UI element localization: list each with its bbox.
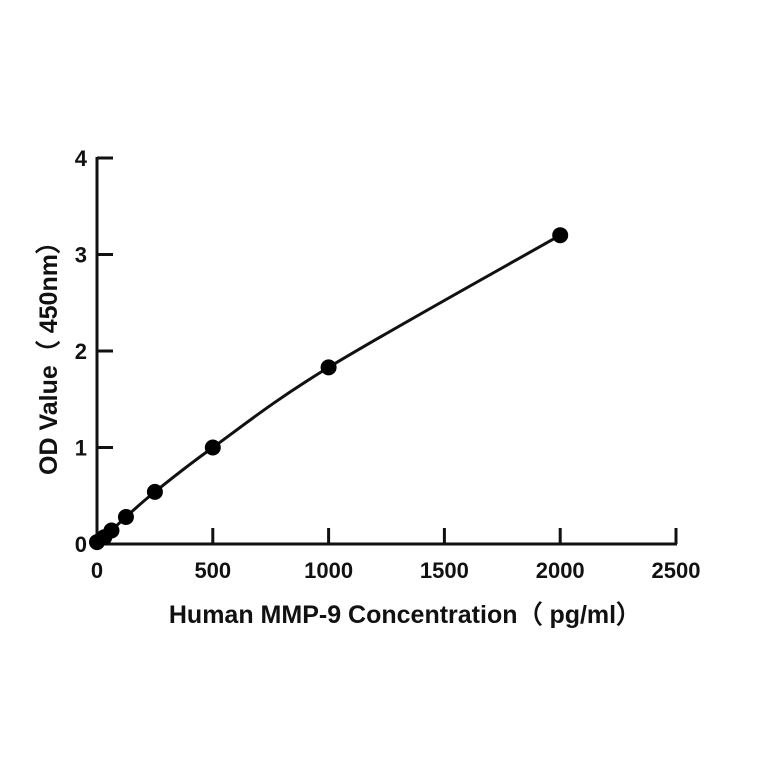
data-point	[117, 508, 134, 525]
x-tick-label: 1500	[420, 558, 469, 583]
data-point	[146, 483, 163, 500]
y-axis-title: OD Value（ 450nm）	[34, 229, 63, 475]
x-tick-label: 2500	[652, 558, 701, 583]
y-tick-label: 0	[75, 532, 87, 557]
data-markers	[89, 227, 569, 551]
fitted-curve	[96, 233, 561, 544]
x-tick-label: 2000	[536, 558, 585, 583]
data-point	[204, 439, 221, 456]
x-tick-label: 0	[91, 558, 103, 583]
x-axis-ticks: 0 500 1000 1500 2000 2500	[91, 528, 701, 583]
x-tick-label: 1000	[304, 558, 353, 583]
y-tick-label: 3	[75, 243, 87, 268]
y-tick-label: 4	[75, 146, 88, 171]
y-tick-label: 1	[75, 436, 87, 461]
x-axis-title: Human MMP-9 Concentration（ pg/ml）	[169, 600, 641, 629]
y-axis-ticks: 0 1 2 3 4	[75, 146, 113, 557]
data-point	[103, 522, 120, 539]
x-tick-label: 500	[194, 558, 231, 583]
data-point	[320, 359, 337, 376]
data-point	[552, 227, 569, 244]
y-tick-label: 2	[75, 339, 87, 364]
